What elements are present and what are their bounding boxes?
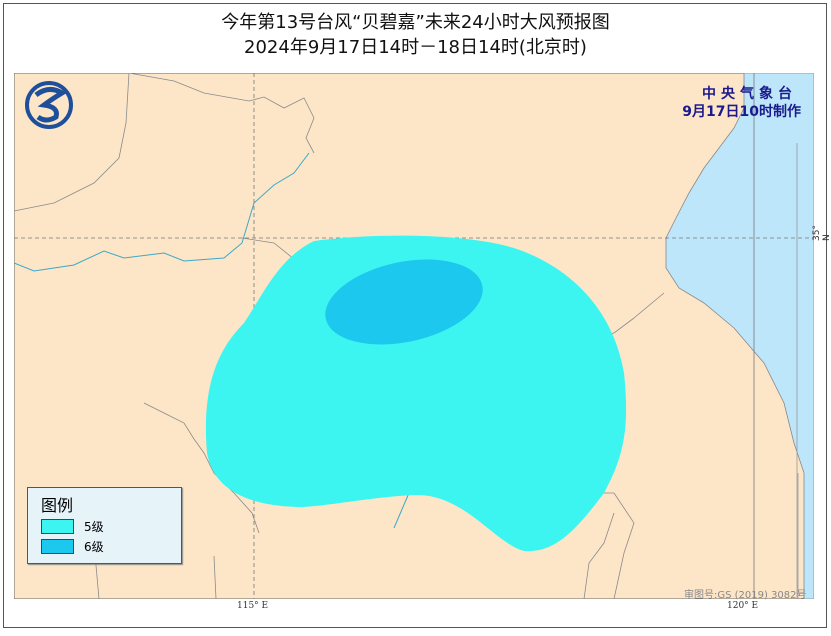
map-title: 今年第13号台风“贝碧嘉”未来24小时大风预报图 bbox=[221, 12, 610, 33]
lon-tick-120: 120° E bbox=[727, 601, 759, 611]
sea-area bbox=[665, 73, 814, 599]
agency-name: 中央气象台 bbox=[702, 86, 797, 102]
wind-area-level-6 bbox=[325, 259, 483, 345]
legend-label: 6级 bbox=[84, 540, 104, 554]
issue-time: 9月17日10时制作 bbox=[682, 104, 801, 120]
legend-item-level-6: 6级 bbox=[41, 538, 104, 555]
legend-item-level-5: 5级 bbox=[41, 518, 104, 535]
lat-tick-35: 35° N bbox=[812, 225, 831, 241]
legend-swatch bbox=[41, 519, 74, 534]
legend-swatch bbox=[41, 539, 74, 554]
map-frame bbox=[3, 3, 827, 628]
legend-label: 5级 bbox=[84, 520, 104, 534]
approval-number: 审图号:GS (2019) 3082号 bbox=[684, 590, 807, 601]
map-subtitle: 2024年9月17日14时－18日14时(北京时) bbox=[244, 37, 587, 58]
lon-tick-115: 115° E bbox=[237, 601, 269, 611]
legend: 图例 5级 6级 bbox=[27, 487, 182, 564]
legend-title: 图例 bbox=[41, 496, 74, 515]
cma-logo bbox=[25, 81, 73, 129]
wind-area-level-5 bbox=[205, 235, 627, 552]
